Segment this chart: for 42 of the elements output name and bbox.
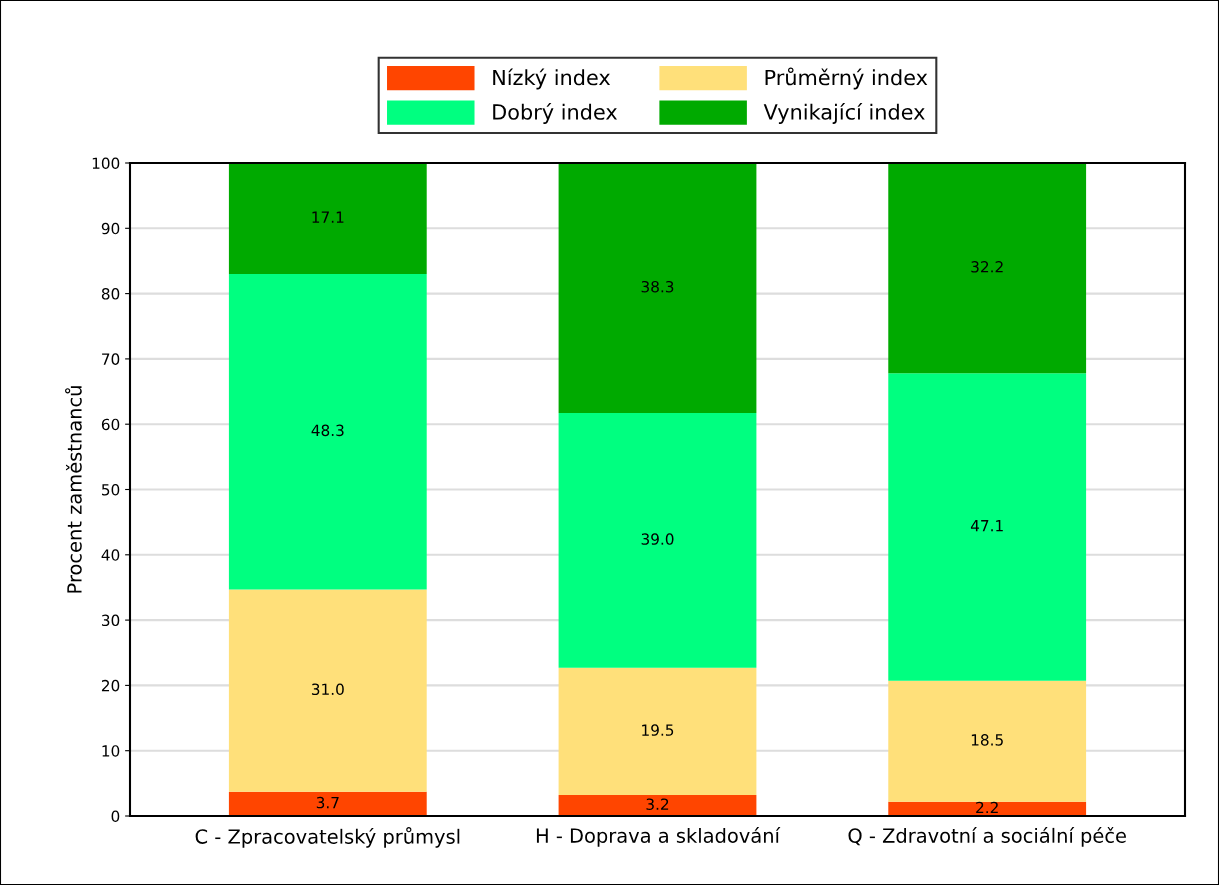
data-label: 17.1 bbox=[312, 211, 344, 223]
bar bbox=[228, 791, 427, 816]
legend-label: Průměrný index bbox=[765, 67, 928, 90]
y-tick-label: 90 bbox=[101, 222, 120, 235]
bar bbox=[888, 163, 1087, 374]
y-tick-label: 60 bbox=[101, 418, 120, 431]
data-label: 32.2 bbox=[971, 261, 1003, 273]
y-tick-label: 70 bbox=[102, 353, 120, 365]
data-label: 3.7 bbox=[316, 796, 339, 809]
legend-label: Vynikající index bbox=[763, 102, 925, 124]
bar bbox=[558, 413, 757, 668]
x-tick-label: C - Zpracovatelský průmysl bbox=[195, 827, 460, 848]
y-axis-title: Procent zaměstnanců bbox=[65, 386, 82, 593]
data-label: 19.5 bbox=[642, 724, 674, 736]
legend-label: Dobrý index bbox=[493, 102, 618, 124]
data-label: 38.3 bbox=[641, 280, 674, 293]
data-label: 48.3 bbox=[311, 424, 344, 437]
y-tick-label: 80 bbox=[101, 288, 120, 300]
bar bbox=[888, 373, 1087, 681]
y-tick-label: 40 bbox=[101, 549, 120, 561]
bar bbox=[228, 274, 427, 590]
bar bbox=[888, 680, 1087, 802]
y-tick-label: 10 bbox=[102, 745, 120, 757]
data-label: 47.1 bbox=[970, 520, 1003, 532]
legend-label: Nízký index bbox=[493, 68, 611, 90]
y-tick-label: 0 bbox=[111, 810, 120, 823]
bar bbox=[558, 163, 757, 414]
data-label: 39.0 bbox=[641, 533, 674, 545]
bar bbox=[228, 163, 427, 275]
x-tick-label: Q - Zdravotní a sociální péče bbox=[848, 827, 1126, 847]
bar bbox=[228, 589, 427, 792]
data-label: 2.2 bbox=[976, 801, 998, 814]
y-tick-label: 100 bbox=[92, 157, 120, 170]
y-tick-label: 20 bbox=[101, 679, 120, 692]
y-tick-label: 50 bbox=[102, 483, 120, 496]
data-label: 31.0 bbox=[311, 683, 344, 696]
y-tick-label: 30 bbox=[102, 614, 120, 627]
x-tick-label: H - Doprava a skladování bbox=[536, 827, 781, 847]
data-label: 18.5 bbox=[971, 734, 1003, 746]
bar bbox=[558, 667, 757, 796]
bar bbox=[558, 795, 757, 816]
data-label: 3.2 bbox=[646, 798, 669, 810]
